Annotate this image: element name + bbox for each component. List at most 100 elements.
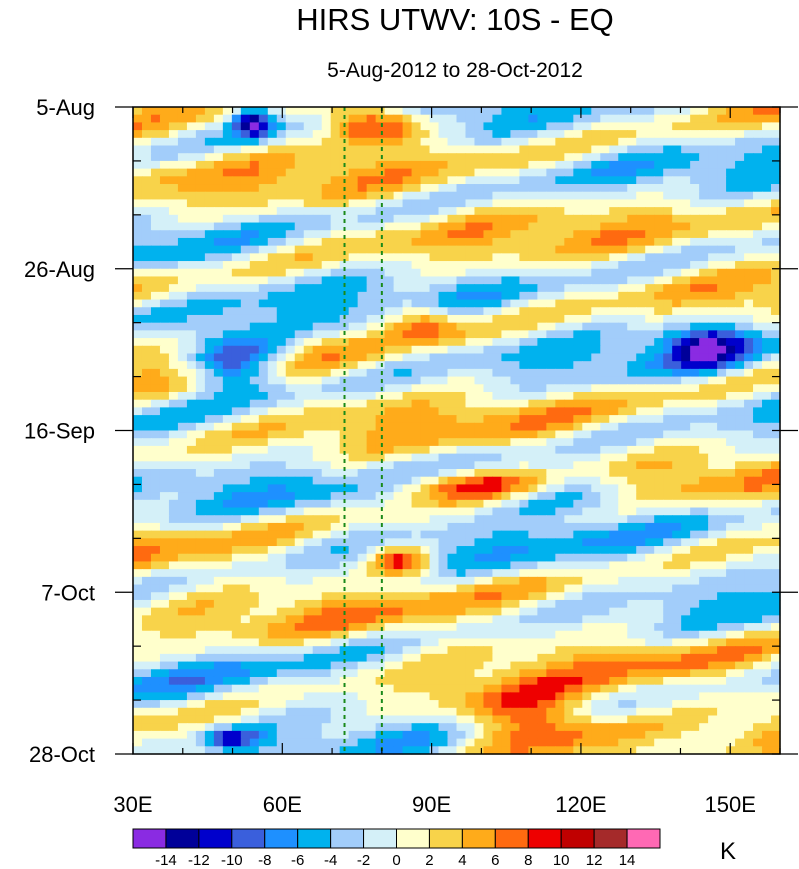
heatmap-cell bbox=[537, 199, 547, 208]
heatmap-cell bbox=[501, 553, 512, 563]
heatmap-cell bbox=[366, 484, 377, 493]
heatmap-cell bbox=[699, 261, 709, 270]
heatmap-cell bbox=[609, 299, 619, 308]
heatmap-cell bbox=[133, 599, 143, 609]
heatmap-cell bbox=[133, 199, 143, 208]
heatmap-cell bbox=[645, 399, 655, 408]
heatmap-cell bbox=[168, 391, 179, 401]
heatmap-cell bbox=[618, 284, 628, 293]
heatmap-cell bbox=[528, 630, 538, 640]
heatmap-cell bbox=[501, 453, 512, 462]
heatmap-cell bbox=[231, 553, 242, 563]
heatmap-cell bbox=[519, 399, 529, 408]
heatmap-cell bbox=[699, 368, 709, 378]
heatmap-cell bbox=[627, 438, 637, 447]
heatmap-cell bbox=[762, 438, 772, 447]
heatmap-cell bbox=[708, 207, 718, 216]
heatmap-cell bbox=[645, 599, 655, 609]
heatmap-cell bbox=[726, 107, 736, 116]
heatmap-cell bbox=[501, 469, 512, 478]
heatmap-cell bbox=[681, 422, 691, 432]
heatmap-cell bbox=[204, 415, 215, 424]
heatmap-cell bbox=[618, 176, 628, 185]
heatmap-cell bbox=[672, 168, 682, 177]
heatmap-cell bbox=[528, 122, 538, 131]
heatmap-cell bbox=[555, 245, 565, 254]
heatmap-cell bbox=[231, 530, 242, 539]
heatmap-cell bbox=[771, 214, 781, 224]
heatmap-cell bbox=[393, 384, 404, 393]
heatmap-cell bbox=[537, 230, 547, 239]
heatmap-cell bbox=[159, 114, 170, 123]
heatmap-cell bbox=[690, 630, 700, 640]
heatmap-cell bbox=[591, 538, 601, 547]
heatmap-cell bbox=[330, 607, 341, 616]
heatmap-cell bbox=[249, 345, 260, 355]
heatmap-cell bbox=[663, 561, 673, 570]
heatmap-cell bbox=[492, 314, 503, 324]
heatmap-cell bbox=[465, 592, 476, 601]
heatmap-cell bbox=[699, 268, 709, 278]
heatmap-cell bbox=[771, 599, 781, 609]
heatmap-cell bbox=[672, 284, 682, 293]
heatmap-cell bbox=[249, 499, 260, 509]
heatmap-cell bbox=[654, 391, 664, 401]
heatmap-cell bbox=[483, 145, 494, 154]
heatmap-cell bbox=[609, 253, 619, 262]
heatmap-cell bbox=[519, 415, 529, 424]
heatmap-cell bbox=[348, 607, 359, 616]
heatmap-cell bbox=[186, 461, 197, 470]
heatmap-cell bbox=[555, 353, 565, 362]
heatmap-cell bbox=[168, 584, 179, 593]
heatmap-cell bbox=[717, 284, 727, 293]
heatmap-cell bbox=[366, 546, 377, 555]
heatmap-cell bbox=[564, 230, 574, 239]
heatmap-cell bbox=[267, 376, 278, 385]
heatmap-cell bbox=[555, 507, 565, 516]
heatmap-cell bbox=[159, 415, 170, 424]
heatmap-cell bbox=[717, 469, 727, 478]
heatmap-cell bbox=[267, 415, 278, 424]
heatmap-cell bbox=[447, 546, 458, 555]
heatmap-cell bbox=[681, 168, 691, 177]
heatmap-cell bbox=[213, 538, 224, 547]
heatmap-cell bbox=[276, 538, 287, 547]
heatmap-cell bbox=[591, 307, 601, 316]
heatmap-cell bbox=[330, 268, 341, 278]
heatmap-cell bbox=[159, 615, 170, 624]
heatmap-cell bbox=[753, 291, 763, 301]
heatmap-cell bbox=[636, 530, 646, 539]
heatmap-cell bbox=[276, 307, 287, 316]
heatmap-cell bbox=[402, 361, 413, 370]
heatmap-cell bbox=[699, 461, 709, 470]
heatmap-cell bbox=[375, 515, 386, 524]
heatmap-cell bbox=[438, 476, 449, 486]
heatmap-cell bbox=[141, 553, 152, 563]
heatmap-cell bbox=[474, 268, 485, 278]
heatmap-cell bbox=[204, 546, 215, 555]
heatmap-cell bbox=[249, 615, 260, 624]
heatmap-cell bbox=[753, 484, 763, 493]
heatmap-cell bbox=[303, 345, 314, 355]
heatmap-cell bbox=[645, 438, 655, 447]
heatmap-cell bbox=[717, 492, 727, 501]
heatmap-cell bbox=[510, 245, 521, 254]
heatmap-cell bbox=[321, 430, 332, 439]
heatmap-cell bbox=[681, 484, 691, 493]
heatmap-cell bbox=[636, 599, 646, 609]
heatmap-cell bbox=[609, 199, 619, 208]
heatmap-cell bbox=[159, 607, 170, 616]
heatmap-cell bbox=[177, 469, 188, 478]
heatmap-cell bbox=[510, 307, 521, 316]
heatmap-cell bbox=[393, 330, 404, 339]
heatmap-cell bbox=[762, 114, 772, 123]
heatmap-cell bbox=[699, 492, 709, 501]
heatmap-cell bbox=[375, 476, 386, 486]
heatmap-cell bbox=[582, 445, 592, 455]
heatmap-cell bbox=[141, 230, 152, 239]
heatmap-cell bbox=[258, 592, 269, 601]
heatmap-cell bbox=[357, 623, 368, 632]
heatmap-cell bbox=[213, 168, 224, 177]
heatmap-cell bbox=[726, 415, 736, 424]
heatmap-cell bbox=[249, 114, 260, 123]
